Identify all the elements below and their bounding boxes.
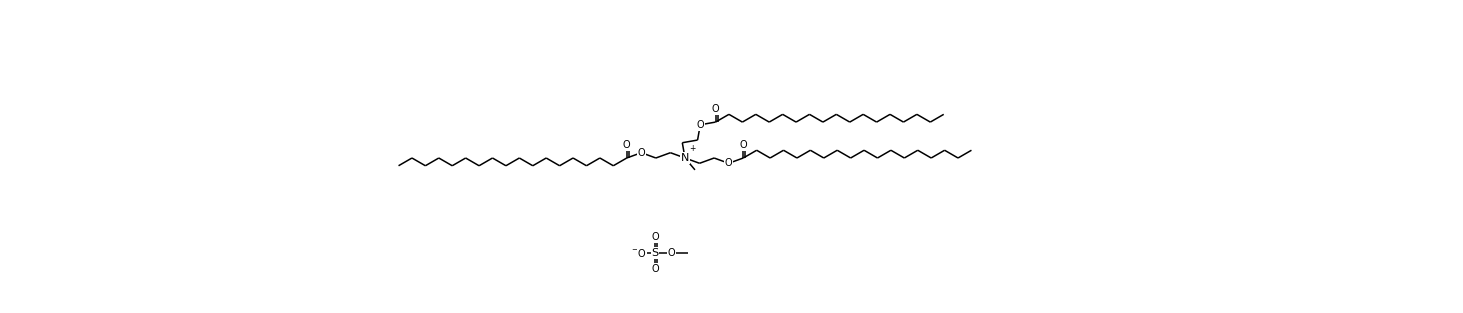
Text: O: O <box>638 148 645 158</box>
Text: O: O <box>739 140 748 150</box>
Text: +: + <box>689 145 696 153</box>
Text: N: N <box>680 153 689 163</box>
Text: S: S <box>651 248 658 258</box>
Text: O: O <box>696 120 704 130</box>
Text: O: O <box>724 158 733 168</box>
Text: O: O <box>711 104 720 114</box>
Text: $^{-}$O: $^{-}$O <box>631 247 647 259</box>
Text: O: O <box>651 264 658 274</box>
Text: O: O <box>623 140 631 150</box>
Text: O: O <box>651 232 658 242</box>
Text: O: O <box>667 248 674 258</box>
